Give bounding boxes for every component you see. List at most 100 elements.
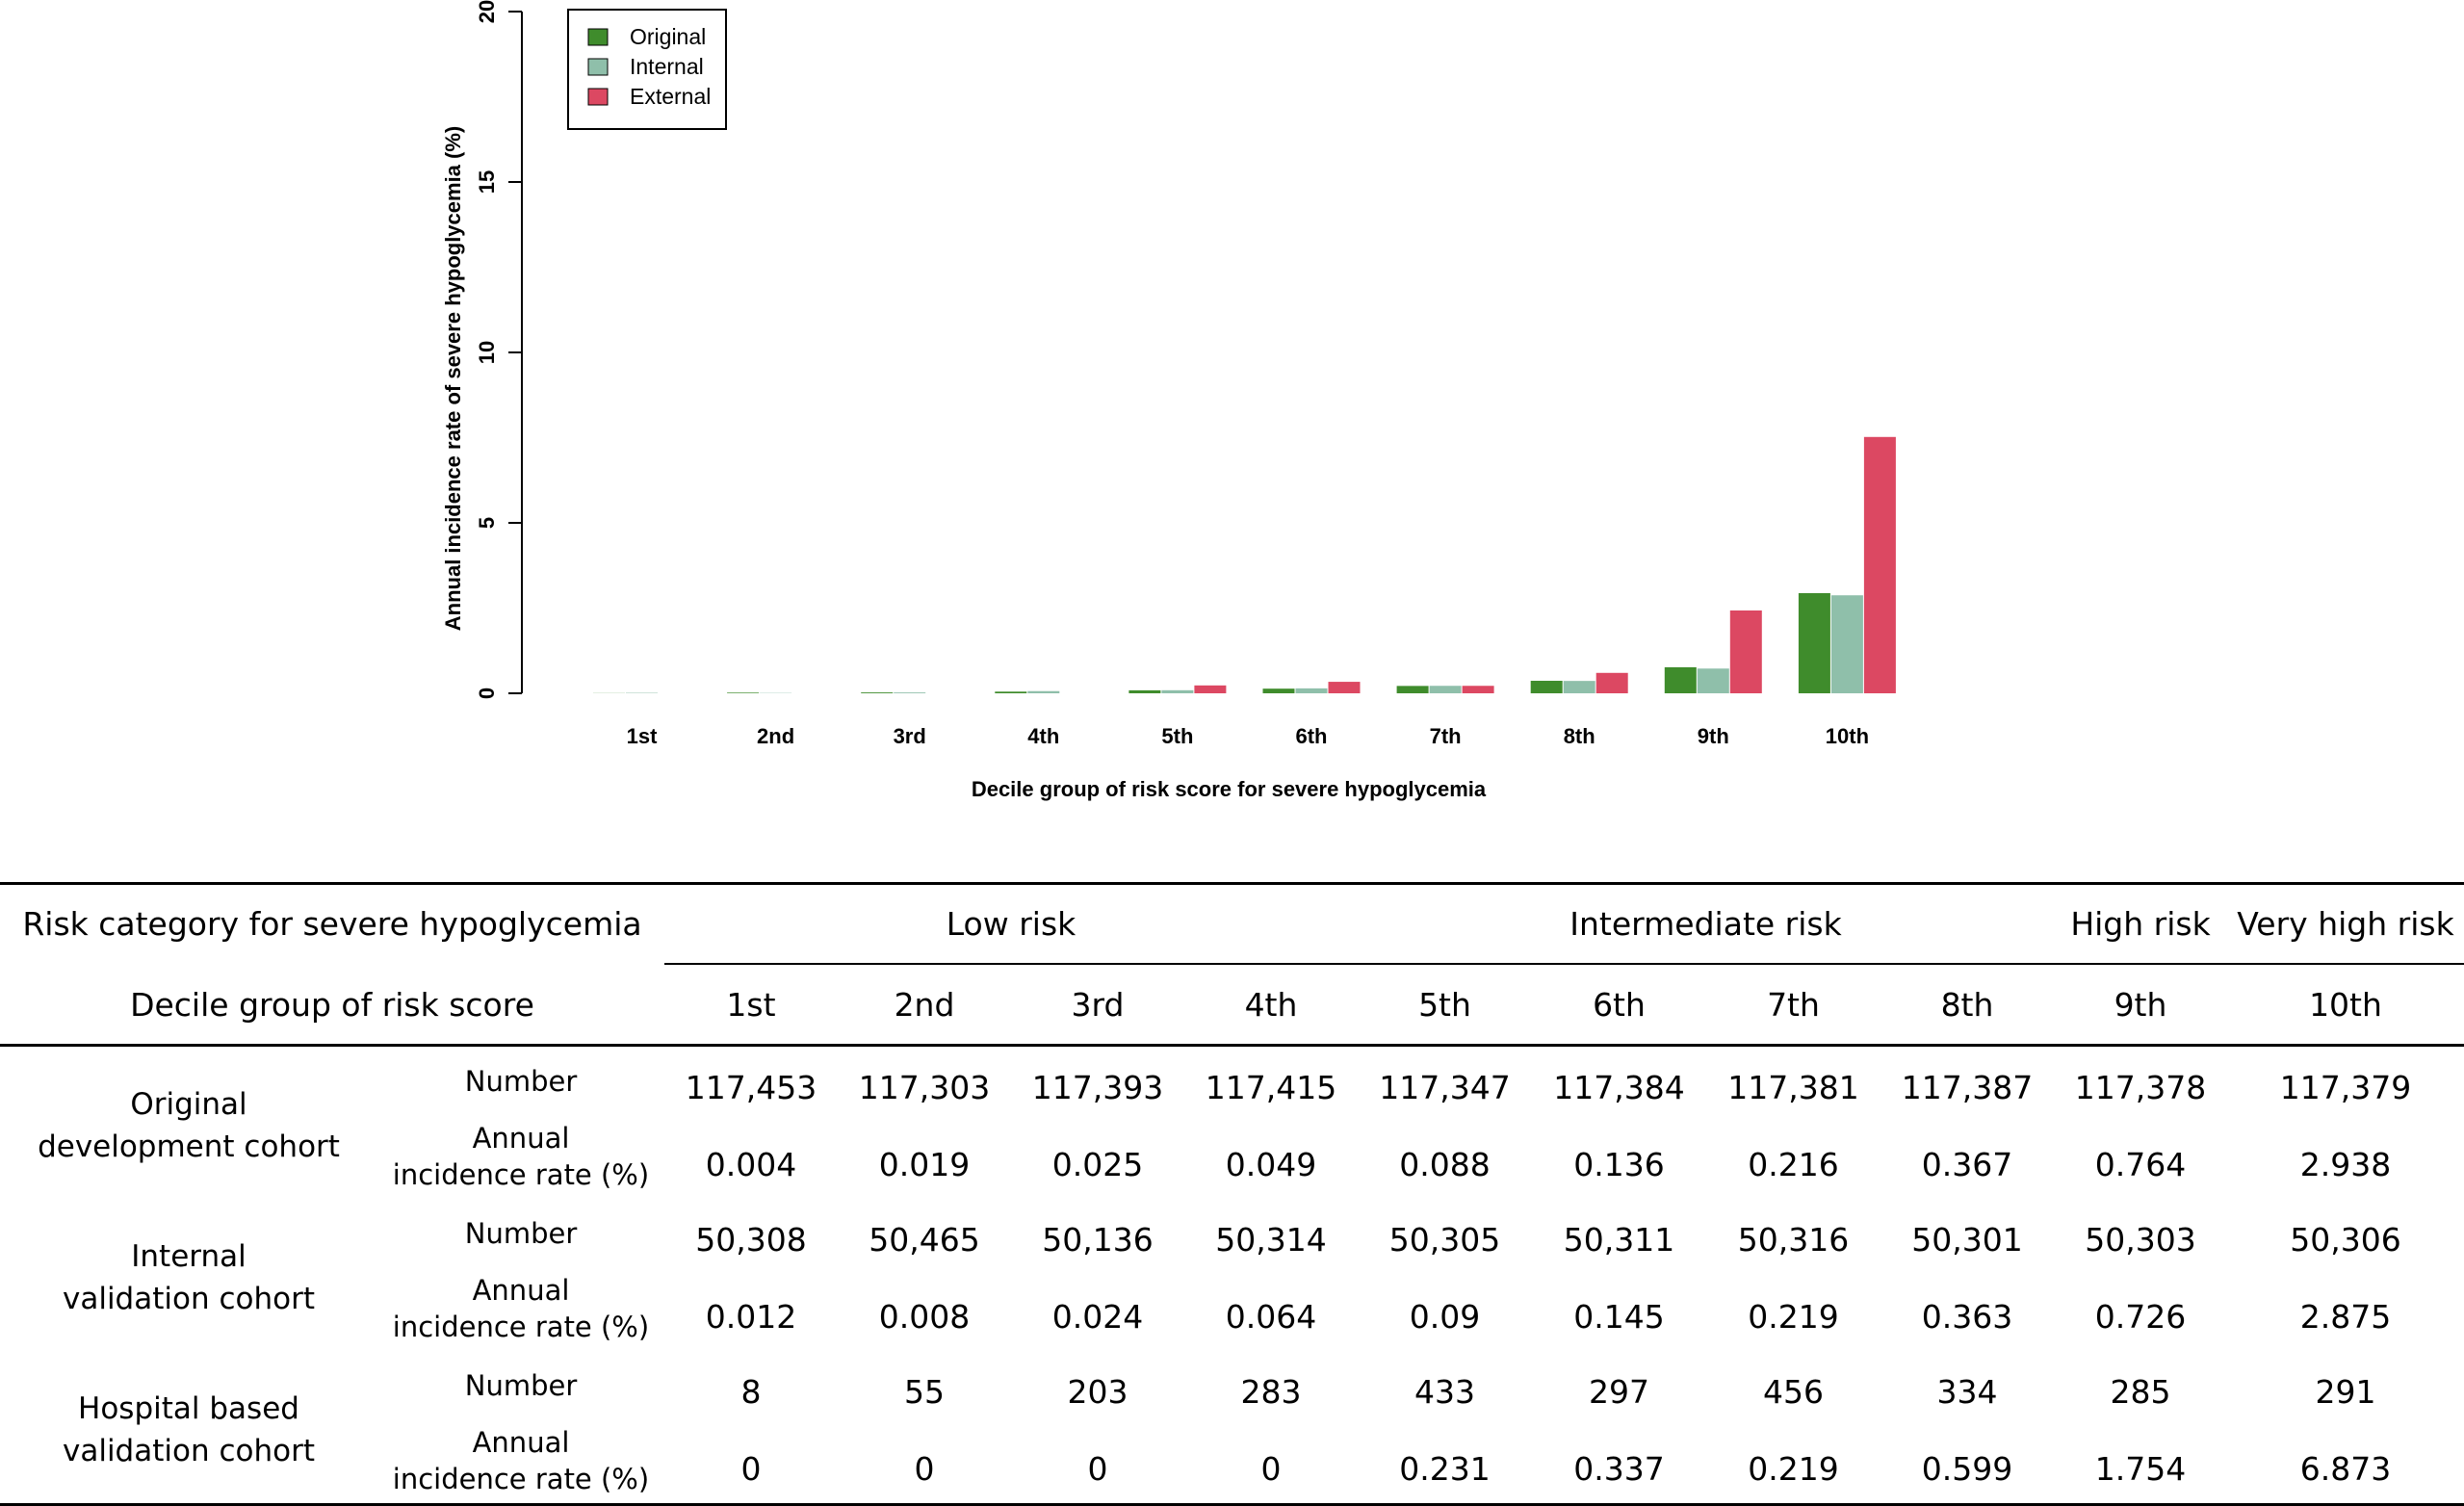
risk-category-label: Risk category for severe hypoglycemia <box>22 904 642 943</box>
rate-label-line1: Annual <box>472 1122 570 1155</box>
number-cell: 456 <box>1763 1372 1824 1411</box>
number-label: Number <box>464 1217 578 1250</box>
rate-cell: 0.219 <box>1748 1297 1839 1336</box>
bar-original-6th <box>1262 688 1295 693</box>
rate-label: Annual incidence rate (%) <box>377 1421 664 1500</box>
x-tick-label: 1st <box>627 724 658 748</box>
y-axis: 0 5 10 15 20 <box>475 0 523 699</box>
x-tick-label: 3rd <box>894 724 926 748</box>
bar-internal-8th <box>1563 681 1595 693</box>
bar-original-7th <box>1396 686 1429 693</box>
rate-label-line2: incidence rate (%) <box>392 1463 650 1495</box>
number-cell: 50,316 <box>1737 1220 1850 1259</box>
bar-internal-5th <box>1161 689 1194 693</box>
y-tick-label: 0 <box>475 688 499 699</box>
bar-original-9th <box>1664 666 1697 693</box>
decile-label: Decile group of risk score <box>130 985 534 1024</box>
number-cell: 283 <box>1240 1372 1302 1411</box>
number-cell: 117,303 <box>858 1068 991 1106</box>
table-bottom-rule <box>0 1503 2464 1506</box>
rate-cell: 6.873 <box>2299 1449 2392 1488</box>
risk-group-header: Intermediate risk <box>1569 904 1842 943</box>
rate-label: Annual incidence rate (%) <box>377 1269 664 1348</box>
rate-cell: 0.231 <box>1399 1449 1491 1488</box>
x-tick-label: 4th <box>1027 724 1059 748</box>
rate-cell: 0 <box>914 1449 935 1488</box>
y-tick-label: 10 <box>475 341 499 364</box>
legend-swatch-external <box>587 88 609 106</box>
bar-original-2nd <box>727 692 760 693</box>
bar-original-3rd <box>861 692 894 693</box>
risk-group-header: High risk <box>2070 904 2211 943</box>
decile-header: 1st <box>726 985 776 1024</box>
rate-cell: 0.064 <box>1225 1297 1317 1336</box>
rate-label: Annual incidence rate (%) <box>377 1117 664 1196</box>
bar-internal-3rd <box>894 692 926 693</box>
rate-cell: 0 <box>1087 1449 1108 1488</box>
risk-table: Risk category for severe hypoglycemia Lo… <box>0 882 2464 1506</box>
decile-header: 5th <box>1418 985 1471 1024</box>
legend-label-internal: Internal <box>630 54 704 79</box>
cohort-name: Original development cohort <box>0 1053 377 1198</box>
y-axis-title: Annual incidence rate of severe hypoglyc… <box>441 126 465 632</box>
number-cell: 50,465 <box>869 1220 980 1259</box>
x-tick-label: 10th <box>1826 724 1869 748</box>
x-tick-label: 6th <box>1296 724 1328 748</box>
legend-label-external: External <box>630 84 711 109</box>
legend-swatch-original <box>587 28 609 46</box>
bars <box>593 436 1896 693</box>
bar-original-4th <box>995 691 1027 693</box>
rate-cell: 0.216 <box>1748 1145 1839 1183</box>
x-tick-label: 2nd <box>757 724 794 748</box>
risk-group-header: Very high risk <box>2237 904 2454 943</box>
x-tick-label: 7th <box>1430 724 1462 748</box>
risk-group-underline <box>664 963 2464 965</box>
number-label: Number <box>464 1369 578 1402</box>
rate-cell: 0.09 <box>1409 1297 1481 1336</box>
number-cell: 117,379 <box>2279 1068 2412 1106</box>
legend-swatch-internal <box>587 58 609 76</box>
rate-cell: 2.938 <box>2299 1145 2392 1183</box>
bar-internal-4th <box>1027 690 1060 693</box>
decile-header: 3rd <box>1071 985 1125 1024</box>
cohort-name-line2: validation cohort <box>62 1434 315 1468</box>
bar-chart: 0 5 10 15 20 1st 2nd 3rd 4th 5th 6th 7th 8th 9th 10th… <box>441 0 1896 801</box>
cohort-name-line2: validation cohort <box>62 1282 315 1316</box>
number-cell: 117,415 <box>1205 1068 1337 1106</box>
number-cell: 50,314 <box>1215 1220 1327 1259</box>
risk-group-header: Low risk <box>946 904 1076 943</box>
cohort-name-line2: development cohort <box>38 1130 340 1164</box>
number-cell: 117,387 <box>1901 1068 2034 1106</box>
number-label: Number <box>464 1065 578 1098</box>
rate-cell: 0.136 <box>1573 1145 1665 1183</box>
number-cell: 334 <box>1936 1372 1998 1411</box>
y-tick-label: 20 <box>475 0 499 23</box>
number-cell: 117,453 <box>685 1068 817 1106</box>
number-cell: 55 <box>904 1372 945 1411</box>
number-cell: 297 <box>1589 1372 1649 1411</box>
rate-cell: 0.219 <box>1748 1449 1839 1488</box>
x-tick-label: 5th <box>1161 724 1193 748</box>
decile-header: 2nd <box>894 985 955 1024</box>
rate-cell: 0.337 <box>1573 1449 1665 1488</box>
bar-internal-10th <box>1830 595 1863 693</box>
bar-external-7th <box>1462 686 1494 693</box>
number-cell: 50,306 <box>2290 1220 2401 1259</box>
rate-cell: 0.049 <box>1225 1145 1317 1183</box>
rate-cell: 0.726 <box>2094 1297 2187 1336</box>
rate-label-line1: Annual <box>472 1426 570 1459</box>
number-cell: 285 <box>2110 1372 2171 1411</box>
legend: Original Internal External <box>567 9 727 130</box>
number-cell: 117,347 <box>1379 1068 1511 1106</box>
cohort-name-line1: Hospital based <box>78 1391 299 1426</box>
rate-cell: 0.599 <box>1921 1449 2013 1488</box>
number-cell: 117,378 <box>2074 1068 2207 1106</box>
rate-cell: 0.088 <box>1399 1145 1491 1183</box>
cohort-name: Internal validation cohort <box>0 1206 377 1350</box>
bar-external-10th <box>1863 436 1896 693</box>
rate-cell: 0 <box>740 1449 762 1488</box>
decile-header: 8th <box>1940 985 1994 1024</box>
number-cell: 203 <box>1067 1372 1128 1411</box>
x-tick-labels: 1st 2nd 3rd 4th 5th 6th 7th 8th 9th 10th <box>627 724 1869 748</box>
bar-external-8th <box>1595 672 1628 693</box>
